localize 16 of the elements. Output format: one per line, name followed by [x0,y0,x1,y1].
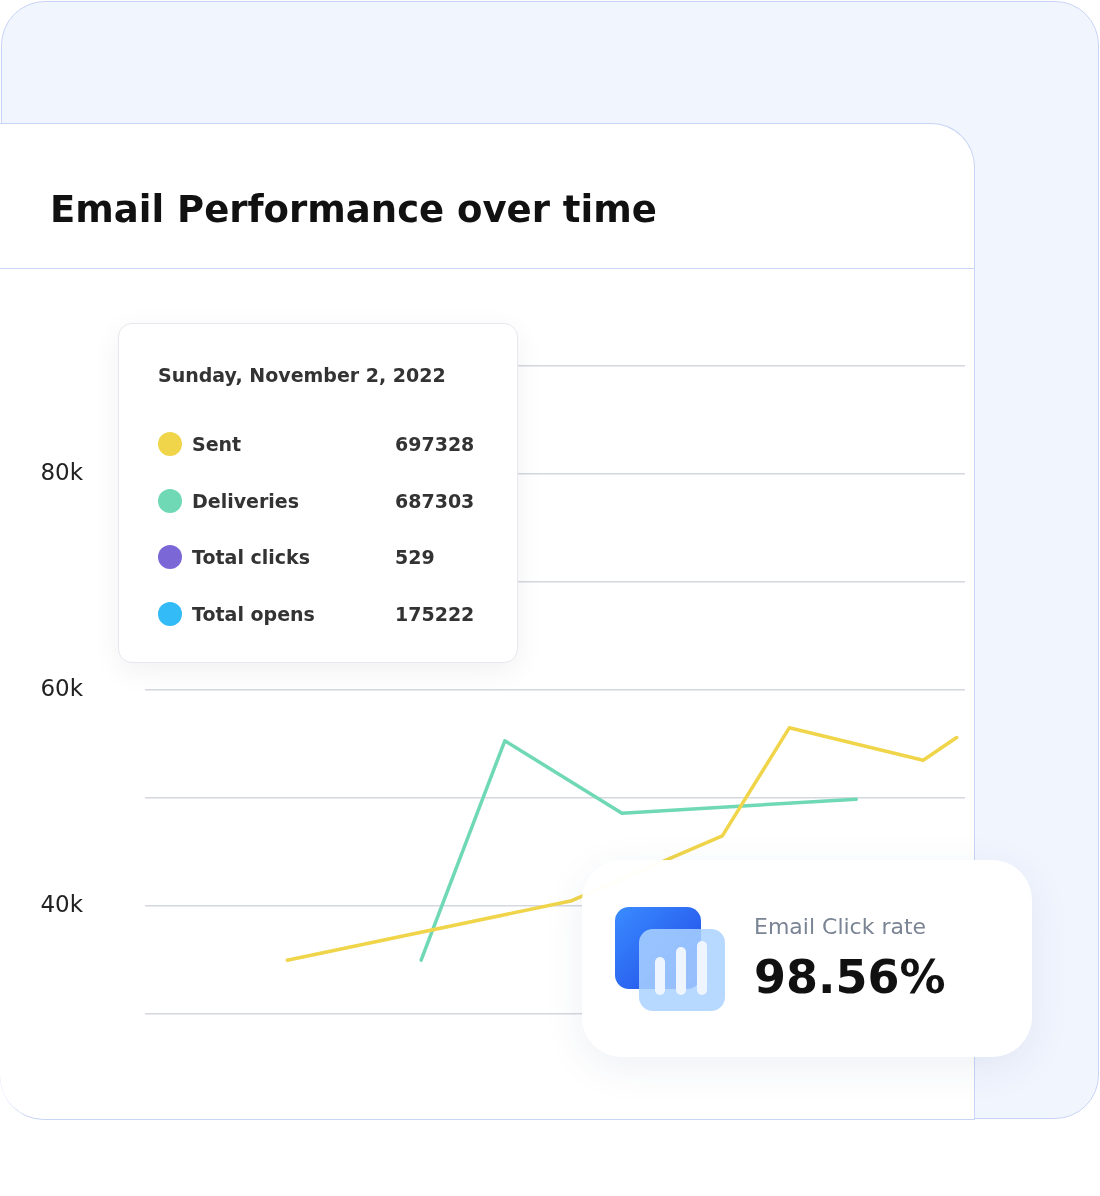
annotation: 529 [395,546,435,569]
legend-label: Total clicks [192,546,312,569]
y-tick-label: 60k [40,674,84,701]
annotation: 697328 [395,433,475,456]
annotation: 687303 [395,489,475,512]
annotation: 98.56% [754,950,946,1004]
chart-title: Email Performance over time [50,188,657,231]
legend-title: Sunday, November 2, 2022 [158,364,447,386]
annotation: 175222 [395,602,475,625]
annotation: Email Click rate [754,914,927,939]
y-tick-label: 80k [40,458,84,485]
legend-label: Sent [192,433,243,456]
stat-card: Email Click rate 98.56% [582,860,1032,1057]
legend-label: Deliveries [192,489,301,512]
y-tick-label: 40k [40,891,84,918]
legend-label: Total opens [192,602,316,625]
